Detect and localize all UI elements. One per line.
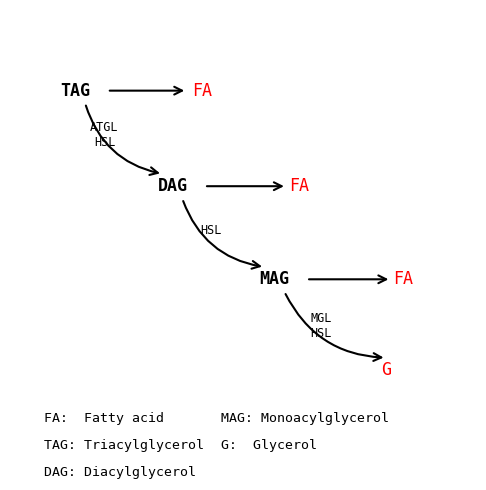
Text: MAG: Monoacylglycerol: MAG: Monoacylglycerol [221, 413, 389, 425]
Text: DAG: Diacylglycerol: DAG: Diacylglycerol [44, 466, 196, 479]
Text: FA:  Fatty acid: FA: Fatty acid [44, 413, 164, 425]
Text: MAG: MAG [260, 270, 290, 288]
Text: TAG: Triacylglycerol: TAG: Triacylglycerol [44, 440, 204, 452]
Text: TAG: TAG [60, 82, 90, 99]
Text: HSL: HSL [201, 224, 222, 237]
Text: G: G [382, 361, 391, 379]
Text: FA: FA [289, 177, 309, 195]
Text: ATGL
HSL: ATGL HSL [90, 121, 119, 149]
Text: FA: FA [191, 82, 212, 99]
Text: FA: FA [393, 270, 414, 288]
Text: DAG: DAG [157, 177, 188, 195]
Text: G:  Glycerol: G: Glycerol [221, 440, 317, 452]
Text: MGL
HSL: MGL HSL [310, 312, 331, 340]
